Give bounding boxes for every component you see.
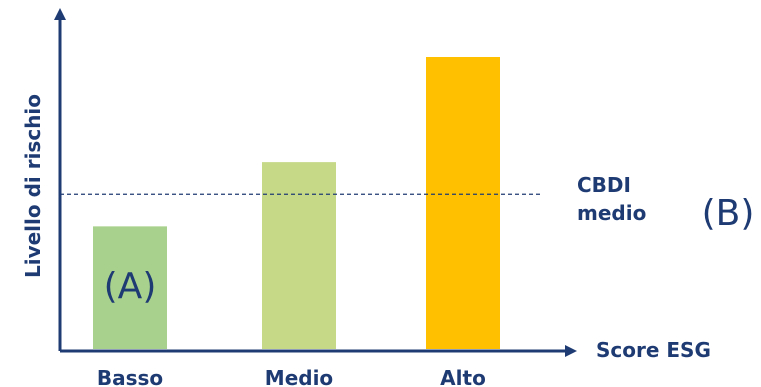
y-axis-label: Livello di rischio [21,94,45,278]
bar-alto [426,57,500,349]
reference-line-label-2: medio [577,201,646,225]
bar-medio [262,162,336,349]
x-tick-label-alto: Alto [440,366,486,387]
x-tick-label-basso: Basso [97,366,163,387]
x-axis-label: Score ESG [596,338,711,362]
annotation-b: (B) [702,193,755,234]
annotation-a: (A) [104,266,157,307]
x-tick-label-medio: Medio [265,366,333,387]
x-tick-labels: Basso Medio Alto [97,366,486,387]
bar-basso [93,226,167,349]
reference-line-label: CBDI [577,173,631,197]
bars-layer [93,57,500,349]
